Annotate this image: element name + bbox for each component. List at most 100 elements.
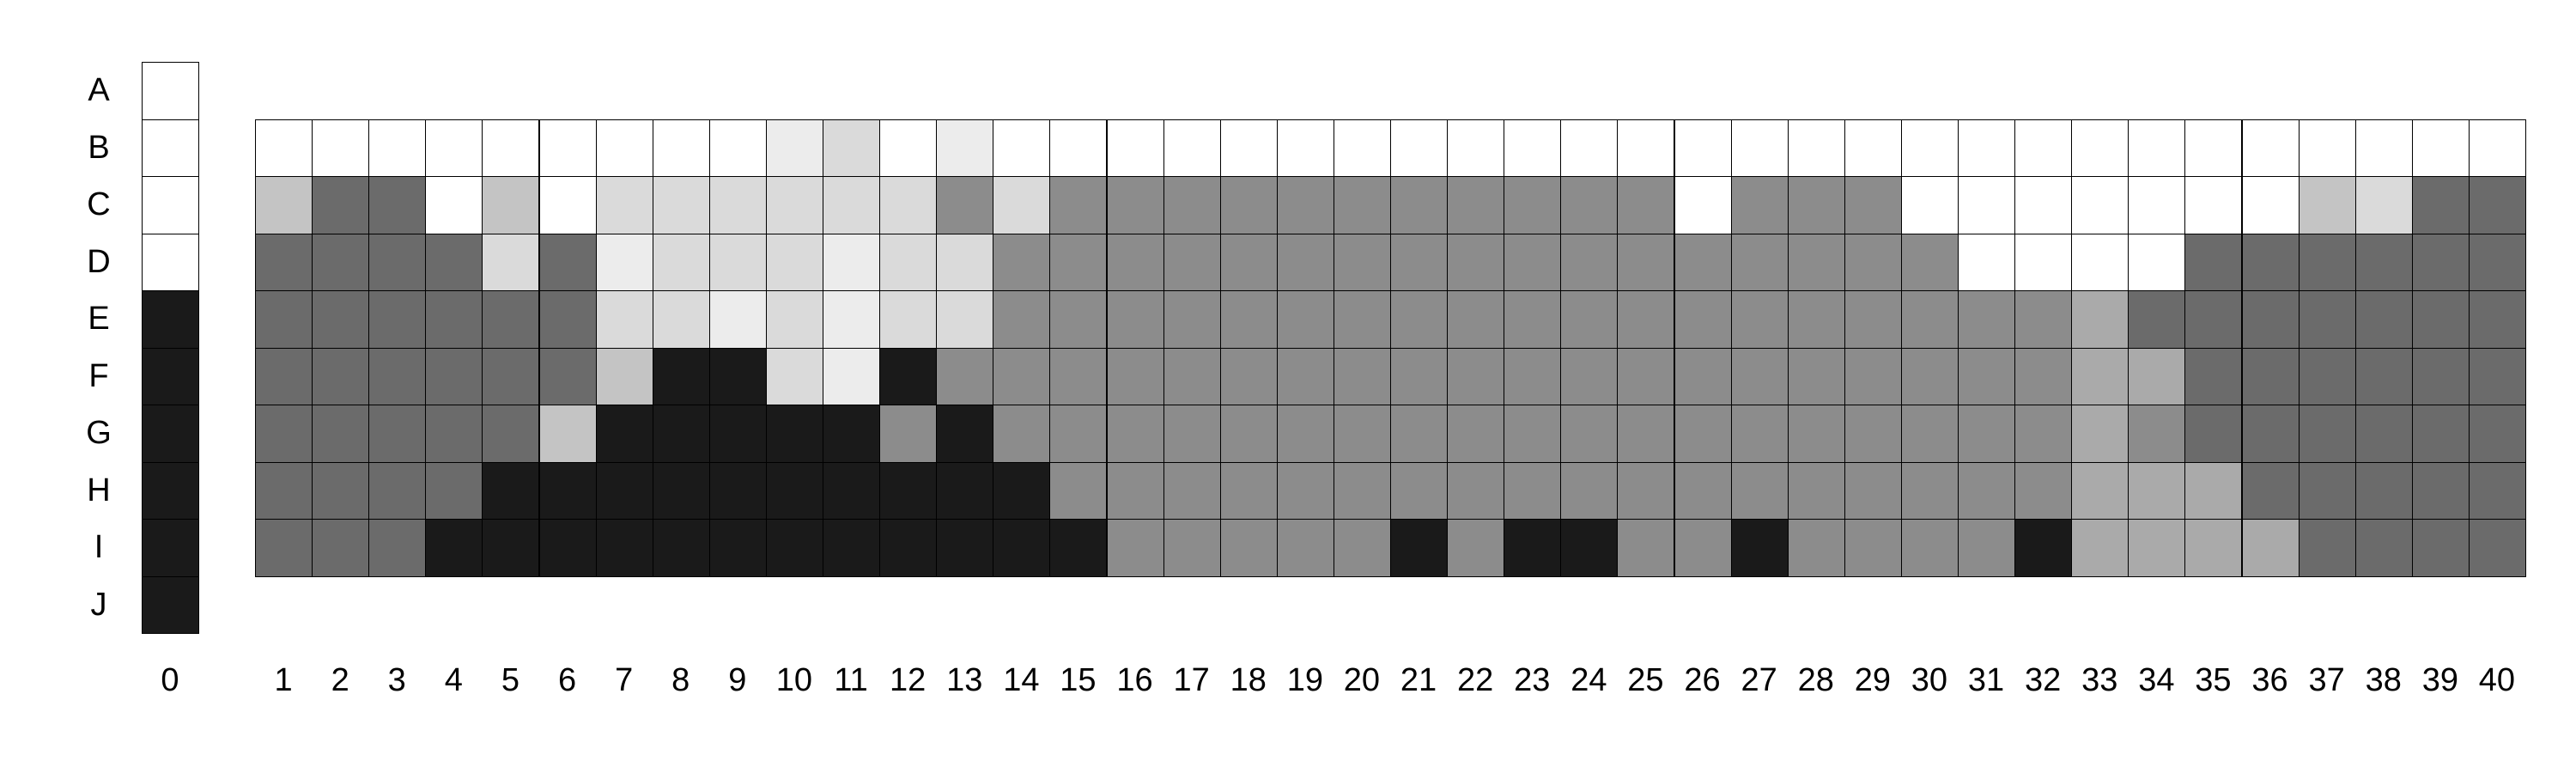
cell-19-b bbox=[1276, 119, 1334, 177]
cell-34-f bbox=[2128, 347, 2186, 405]
cell-12-e bbox=[879, 290, 938, 349]
cell-40-e bbox=[2468, 290, 2526, 349]
cell-25-c bbox=[1617, 176, 1675, 234]
cell-1-f bbox=[255, 347, 313, 405]
cell-18-i bbox=[1219, 519, 1278, 577]
cell-36-b bbox=[2241, 119, 2300, 177]
cell-39-b bbox=[2411, 119, 2470, 177]
row-label-e: E bbox=[88, 301, 110, 338]
cell-16-i bbox=[1106, 519, 1164, 577]
cell-34-g bbox=[2128, 405, 2186, 463]
cell-7-i bbox=[595, 519, 653, 577]
cell-30-f bbox=[1900, 347, 1959, 405]
cell-5-f bbox=[482, 347, 540, 405]
cell-33-e bbox=[2071, 290, 2129, 349]
column-label-36: 36 bbox=[2251, 662, 2288, 698]
cell-5-d bbox=[482, 233, 540, 291]
cell-38-c bbox=[2354, 176, 2413, 234]
cell-14-i bbox=[993, 519, 1051, 577]
cell-5-c bbox=[482, 176, 540, 234]
cell-36-f bbox=[2241, 347, 2300, 405]
cell-21-e bbox=[1390, 290, 1449, 349]
cell-31-f bbox=[1958, 347, 2016, 405]
cell-21-b bbox=[1390, 119, 1449, 177]
cell-35-g bbox=[2184, 405, 2243, 463]
cell-29-d bbox=[1844, 233, 1902, 291]
cell-30-h bbox=[1900, 461, 1959, 520]
cell-40-f bbox=[2468, 347, 2526, 405]
cell-9-d bbox=[708, 233, 767, 291]
cell-12-f bbox=[879, 347, 938, 405]
cell-16-b bbox=[1106, 119, 1164, 177]
cell-0-a bbox=[142, 62, 199, 120]
cell-5-i bbox=[482, 519, 540, 577]
cell-20-e bbox=[1333, 290, 1391, 349]
cell-7-c bbox=[595, 176, 653, 234]
column-label-27: 27 bbox=[1741, 662, 1777, 698]
cell-12-d bbox=[879, 233, 938, 291]
cell-20-b bbox=[1333, 119, 1391, 177]
cell-19-g bbox=[1276, 405, 1334, 463]
cell-36-h bbox=[2241, 461, 2300, 520]
cell-5-h bbox=[482, 461, 540, 520]
cell-25-e bbox=[1617, 290, 1675, 349]
cell-18-d bbox=[1219, 233, 1278, 291]
cell-14-g bbox=[993, 405, 1051, 463]
cell-22-b bbox=[1447, 119, 1505, 177]
cell-39-h bbox=[2411, 461, 2470, 520]
cell-6-i bbox=[538, 519, 597, 577]
cell-20-h bbox=[1333, 461, 1391, 520]
cell-29-c bbox=[1844, 176, 1902, 234]
cell-9-h bbox=[708, 461, 767, 520]
cell-33-d bbox=[2071, 233, 2129, 291]
cell-25-h bbox=[1617, 461, 1675, 520]
row-label-h: H bbox=[87, 472, 111, 508]
cell-36-i bbox=[2241, 519, 2300, 577]
cell-32-c bbox=[2014, 176, 2073, 234]
cell-4-c bbox=[425, 176, 483, 234]
cell-35-f bbox=[2184, 347, 2243, 405]
cell-19-h bbox=[1276, 461, 1334, 520]
cell-28-f bbox=[1787, 347, 1845, 405]
cell-12-i bbox=[879, 519, 938, 577]
cell-13-f bbox=[936, 347, 994, 405]
cell-17-e bbox=[1163, 290, 1221, 349]
cell-9-b bbox=[708, 119, 767, 177]
cell-17-h bbox=[1163, 461, 1221, 520]
cell-24-d bbox=[1560, 233, 1619, 291]
cell-40-c bbox=[2468, 176, 2526, 234]
cell-11-f bbox=[823, 347, 881, 405]
cell-0-j bbox=[142, 575, 199, 634]
cell-1-e bbox=[255, 290, 313, 349]
cell-8-i bbox=[652, 519, 710, 577]
cell-9-c bbox=[708, 176, 767, 234]
cell-7-h bbox=[595, 461, 653, 520]
cell-31-b bbox=[1958, 119, 2016, 177]
column-label-11: 11 bbox=[834, 662, 868, 698]
cell-29-b bbox=[1844, 119, 1902, 177]
cell-25-i bbox=[1617, 519, 1675, 577]
cell-11-d bbox=[823, 233, 881, 291]
cell-8-b bbox=[652, 119, 710, 177]
cell-16-d bbox=[1106, 233, 1164, 291]
cell-22-f bbox=[1447, 347, 1505, 405]
cell-23-c bbox=[1504, 176, 1562, 234]
cell-3-i bbox=[368, 519, 427, 577]
cell-16-e bbox=[1106, 290, 1164, 349]
cell-6-c bbox=[538, 176, 597, 234]
cell-28-e bbox=[1787, 290, 1845, 349]
column-label-9: 9 bbox=[728, 662, 747, 698]
column-label-2: 2 bbox=[331, 662, 349, 698]
cell-31-e bbox=[1958, 290, 2016, 349]
cell-35-e bbox=[2184, 290, 2243, 349]
cell-36-c bbox=[2241, 176, 2300, 234]
cell-32-e bbox=[2014, 290, 2073, 349]
cell-3-g bbox=[368, 405, 427, 463]
cell-20-g bbox=[1333, 405, 1391, 463]
cell-28-d bbox=[1787, 233, 1845, 291]
cell-7-g bbox=[595, 405, 653, 463]
cell-16-f bbox=[1106, 347, 1164, 405]
cell-15-f bbox=[1049, 347, 1108, 405]
column-label-37: 37 bbox=[2308, 662, 2345, 698]
cell-31-g bbox=[1958, 405, 2016, 463]
